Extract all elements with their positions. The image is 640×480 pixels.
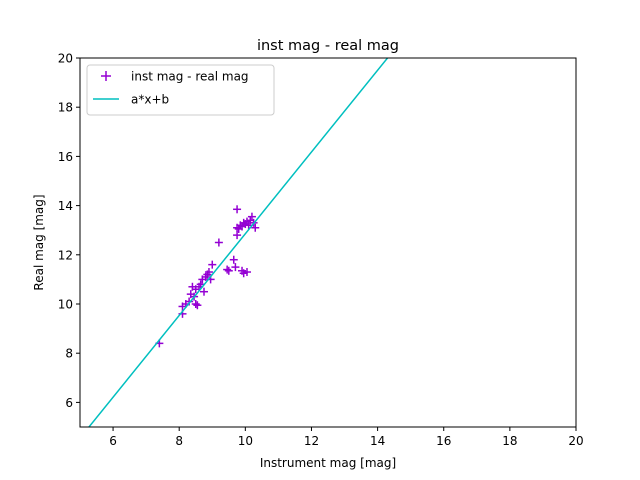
y-axis-label: Real mag [mag] (32, 194, 46, 290)
data-point (208, 260, 217, 269)
data-point (247, 212, 256, 221)
data-point (214, 238, 223, 247)
data-point (242, 268, 251, 277)
data-point (233, 205, 242, 214)
x-tick-label: 12 (304, 434, 319, 448)
data-point (223, 265, 232, 274)
y-tick-label: 6 (65, 396, 73, 410)
y-tick-label: 10 (58, 298, 73, 312)
data-point (233, 231, 242, 240)
data-point (196, 280, 205, 289)
y-tick-label: 12 (58, 248, 73, 262)
y-tick-label: 18 (58, 101, 73, 115)
data-point (204, 268, 213, 277)
x-tick-label: 6 (109, 434, 117, 448)
x-tick-label: 18 (502, 434, 517, 448)
legend-label-line: a*x+b (131, 93, 169, 107)
data-point (224, 266, 233, 275)
x-axis-label: Instrument mag [mag] (260, 456, 396, 470)
plot-frame (79, 57, 577, 428)
legend: inst mag - real mag a*x+b (86, 64, 275, 116)
chart-title: inst mag - real mag (257, 38, 399, 54)
y-tick-label: 16 (58, 150, 73, 164)
data-point (193, 301, 202, 310)
data-point (191, 300, 200, 308)
legend-label-scatter: inst mag - real mag (131, 70, 249, 84)
y-tick-label: 20 (58, 52, 73, 66)
x-tick-label: 8 (175, 434, 183, 448)
data-point (231, 263, 240, 272)
data-point (200, 287, 208, 296)
x-tick-label: 14 (370, 434, 385, 448)
fit-line (87, 58, 389, 427)
legend-marker-scatter (101, 71, 111, 81)
x-tick-label: 16 (436, 434, 451, 448)
y-tick-label: 8 (65, 347, 73, 361)
x-tick-label: 20 (568, 434, 583, 448)
y-tick-label: 14 (58, 199, 73, 213)
data-point (251, 223, 260, 232)
data-point (229, 255, 238, 264)
legend-box (86, 64, 275, 116)
x-tick-label: 10 (238, 434, 253, 448)
